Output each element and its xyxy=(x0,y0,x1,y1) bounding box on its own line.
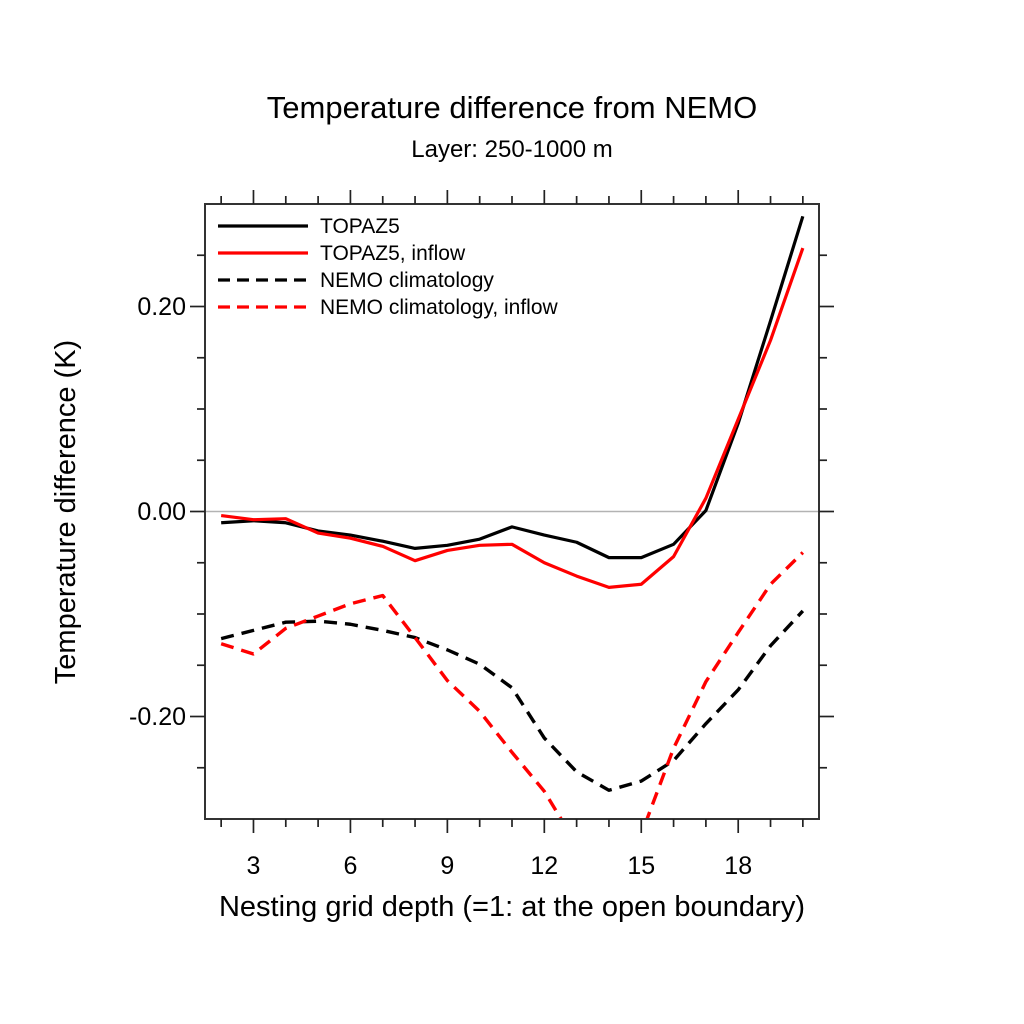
legend-label: NEMO climatology xyxy=(320,269,494,292)
ticks xyxy=(190,190,834,833)
legend-label: NEMO climatology, inflow xyxy=(320,296,559,319)
chart-title: Temperature difference from NEMO xyxy=(267,90,757,125)
y-tick-label: 0.20 xyxy=(137,293,186,321)
x-tick-label: 6 xyxy=(343,852,357,880)
x-tick-label: 12 xyxy=(530,852,558,880)
legend-item: TOPAZ5, inflow xyxy=(218,242,466,265)
y-axis-label: Temperature difference (K) xyxy=(50,340,82,684)
legend-item: NEMO climatology, inflow xyxy=(218,296,559,319)
x-tick-label: 15 xyxy=(627,852,655,880)
series-line-1 xyxy=(220,247,805,589)
y-tick-label: -0.20 xyxy=(129,703,186,731)
legend: TOPAZ5 TOPAZ5, inflow NEMO climatology NEMO… xyxy=(218,215,559,319)
curves xyxy=(220,215,805,819)
y-tick-label: 0.00 xyxy=(137,498,186,526)
x-tick-label: 18 xyxy=(724,852,752,880)
legend-item: NEMO climatology xyxy=(218,269,494,292)
legend-label: TOPAZ5, inflow xyxy=(320,242,466,265)
series-line-0 xyxy=(221,215,805,560)
x-tick-label: 3 xyxy=(247,852,261,880)
plot-area: 3 6 9 12 15 18 -0.20 0.00 0.20 TOPAZ5 TOPAZ5, infl… xyxy=(129,190,834,880)
series-line-2 xyxy=(220,609,805,792)
chart-subtitle: Layer: 250-1000 m xyxy=(411,136,612,163)
x-axis-label: Nesting grid depth (=1: at the open boun… xyxy=(219,891,805,923)
x-tick-label: 9 xyxy=(440,852,454,880)
legend-item: TOPAZ5 xyxy=(218,215,400,238)
legend-label: TOPAZ5 xyxy=(320,215,400,238)
series-line-3 xyxy=(220,551,805,819)
tick-labels: 3 6 9 12 15 18 -0.20 0.00 0.20 xyxy=(129,293,752,880)
